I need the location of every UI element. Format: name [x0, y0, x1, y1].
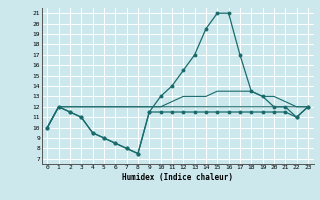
- X-axis label: Humidex (Indice chaleur): Humidex (Indice chaleur): [122, 173, 233, 182]
